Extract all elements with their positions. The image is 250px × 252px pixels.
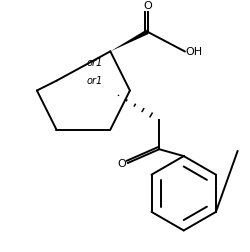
Text: or1: or1 [86, 58, 102, 68]
Polygon shape [110, 30, 149, 52]
Text: O: O [117, 158, 126, 168]
Text: O: O [143, 1, 152, 11]
Text: or1: or1 [86, 75, 102, 85]
Text: OH: OH [186, 47, 203, 57]
